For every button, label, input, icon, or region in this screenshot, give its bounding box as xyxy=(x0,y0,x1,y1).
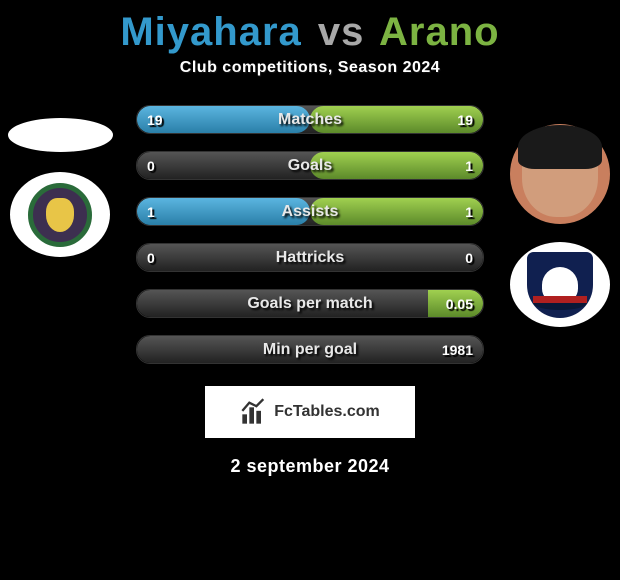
stat-bar: 1981 Min per goal xyxy=(136,335,484,364)
stat-value-left: 1 xyxy=(147,204,155,220)
vs-text: vs xyxy=(318,10,365,54)
stat-value-left: 0 xyxy=(147,250,155,266)
stat-label: Goals xyxy=(288,157,332,175)
player2-club-badge xyxy=(510,242,610,327)
stat-value-right: 0 xyxy=(465,250,473,266)
stat-value-right: 0.05 xyxy=(446,296,473,312)
player1-name: Miyahara xyxy=(120,10,301,54)
stat-value-right: 1981 xyxy=(442,342,473,358)
stat-bar: 0.05 Goals per match xyxy=(136,289,484,318)
player2-column xyxy=(500,0,620,327)
player2-avatar xyxy=(510,124,610,224)
stat-bar: 1 1 Assists xyxy=(136,197,484,226)
player1-column xyxy=(0,0,120,257)
stat-label: Matches xyxy=(278,111,342,129)
date-text: 2 september 2024 xyxy=(0,456,620,477)
stat-value-left: 19 xyxy=(147,112,163,128)
stat-bar: 0 0 Hattricks xyxy=(136,243,484,272)
stat-bar: 0 1 Goals xyxy=(136,151,484,180)
stat-value-right: 1 xyxy=(465,158,473,174)
chart-icon xyxy=(240,398,268,426)
stat-label: Assists xyxy=(282,203,339,221)
stat-value-left: 0 xyxy=(147,158,155,174)
stat-label: Goals per match xyxy=(247,295,372,313)
stat-bar: 19 19 Matches xyxy=(136,105,484,134)
player1-avatar xyxy=(8,118,113,152)
player1-club-badge xyxy=(10,172,110,257)
source-text: FcTables.com xyxy=(274,403,380,421)
stat-value-right: 19 xyxy=(457,112,473,128)
stat-label: Hattricks xyxy=(276,249,344,267)
stats-bars: 19 19 Matches 0 1 Goals 1 1 Assists 0 0 Hattricks 0.… xyxy=(136,105,484,364)
player2-name: Arano xyxy=(379,10,500,54)
stat-value-right: 1 xyxy=(465,204,473,220)
stat-label: Min per goal xyxy=(263,341,357,359)
source-logo: FcTables.com xyxy=(205,386,415,438)
